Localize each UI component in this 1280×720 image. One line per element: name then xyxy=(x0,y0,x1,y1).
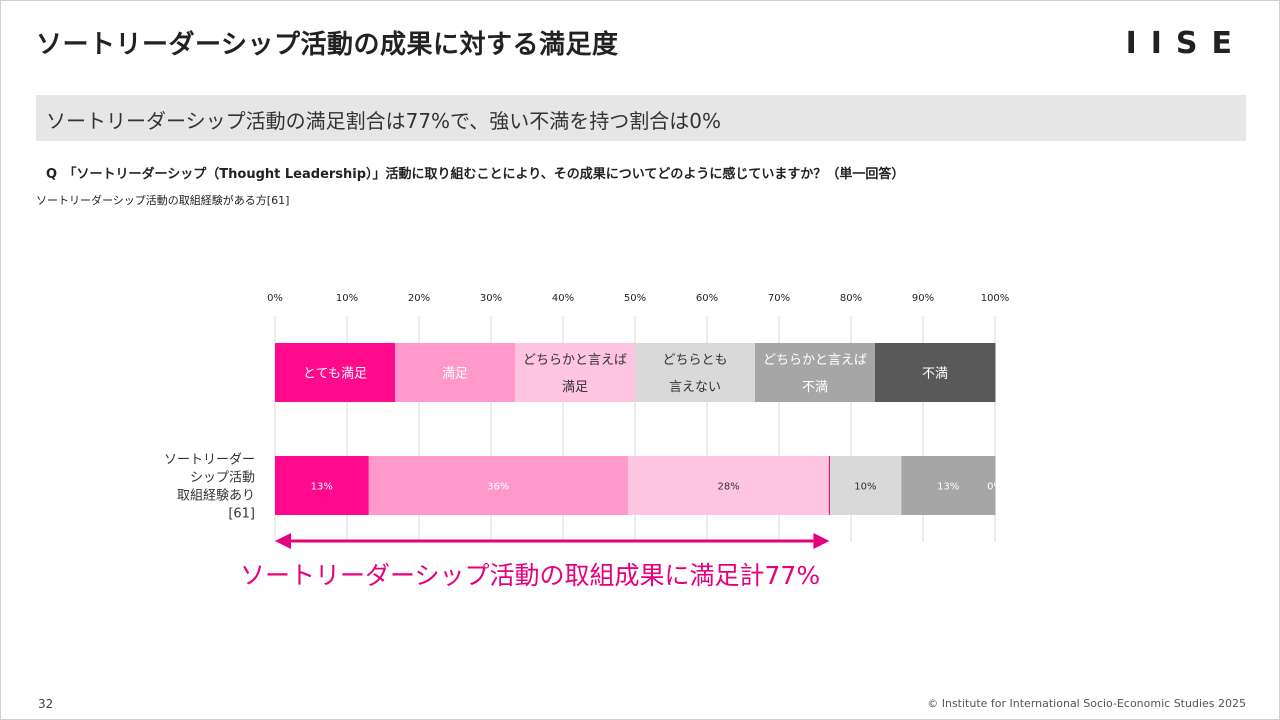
legend-label: 満足 xyxy=(562,380,588,395)
legend-swatch xyxy=(635,343,756,402)
annotation-arrow-right-head xyxy=(813,533,830,549)
category-label: 取組経験あり xyxy=(177,489,255,504)
legend-label: どちらかと言えば xyxy=(523,353,627,368)
bar-segment xyxy=(627,456,830,515)
x-tick-label: 70% xyxy=(768,293,790,304)
data-label: 13% xyxy=(311,482,333,493)
x-tick-label: 0% xyxy=(267,293,283,304)
x-tick-label: 20% xyxy=(408,293,430,304)
x-tick-label: 10% xyxy=(336,293,358,304)
bar-segment xyxy=(368,456,629,515)
survey-question: Q 「ソートリーダーシップ（Thought Leadership）」活動に取り組… xyxy=(46,167,905,182)
category-label: シップ活動 xyxy=(190,471,255,486)
data-label: 28% xyxy=(717,482,739,493)
slide-subtitle: ソートリーダーシップ活動の満足割合は77%で、強い不満を持つ割合は0% xyxy=(46,109,721,133)
x-tick-label: 30% xyxy=(480,293,502,304)
legend-label: 不満 xyxy=(922,367,948,382)
bar-segment xyxy=(829,456,902,515)
data-label: 13% xyxy=(937,482,959,493)
legend-label: 満足 xyxy=(442,367,468,382)
iise-logo: IISE xyxy=(1125,26,1246,61)
legend-label: どちらかと言えば xyxy=(763,353,867,368)
legend-label: どちらとも xyxy=(662,353,727,368)
data-label: 10% xyxy=(854,482,876,493)
legend-swatch xyxy=(275,343,396,402)
respondent-base-note: ソートリーダーシップ活動の取組経験がある方[61] xyxy=(36,194,290,207)
category-label: [61] xyxy=(228,507,255,522)
annotation-arrow-left-head xyxy=(275,533,291,549)
x-tick-label: 40% xyxy=(552,293,574,304)
legend-swatch xyxy=(515,343,636,402)
page-title: ソートリーダーシップ活動の成果に対する満足度 xyxy=(36,30,619,60)
bar-segment xyxy=(901,456,996,515)
legend-swatch xyxy=(395,343,516,402)
data-label: 0% xyxy=(987,482,1003,493)
x-tick-label: 100% xyxy=(981,293,1010,304)
x-tick-label: 80% xyxy=(840,293,862,304)
annotation-text: ソートリーダーシップ活動の取組成果に満足計77% xyxy=(240,561,820,590)
x-tick-label: 50% xyxy=(624,293,646,304)
legend-label: 言えない xyxy=(669,380,721,395)
data-label: 36% xyxy=(487,482,509,493)
legend-swatch xyxy=(875,343,996,402)
copyright-notice: © Institute for International Socio-Econ… xyxy=(927,697,1246,710)
bar-segment xyxy=(275,456,370,515)
subtitle-bar: ソートリーダーシップ活動の満足割合は77%で、強い不満を持つ割合は0% xyxy=(36,95,1246,141)
legend-label: とても満足 xyxy=(303,367,367,382)
x-tick-label: 60% xyxy=(696,293,718,304)
legend-swatch xyxy=(755,343,876,402)
page-number: 32 xyxy=(38,697,54,711)
legend-label: 不満 xyxy=(802,380,828,395)
category-label: ソートリーダー xyxy=(164,453,255,468)
x-tick-label: 90% xyxy=(912,293,934,304)
